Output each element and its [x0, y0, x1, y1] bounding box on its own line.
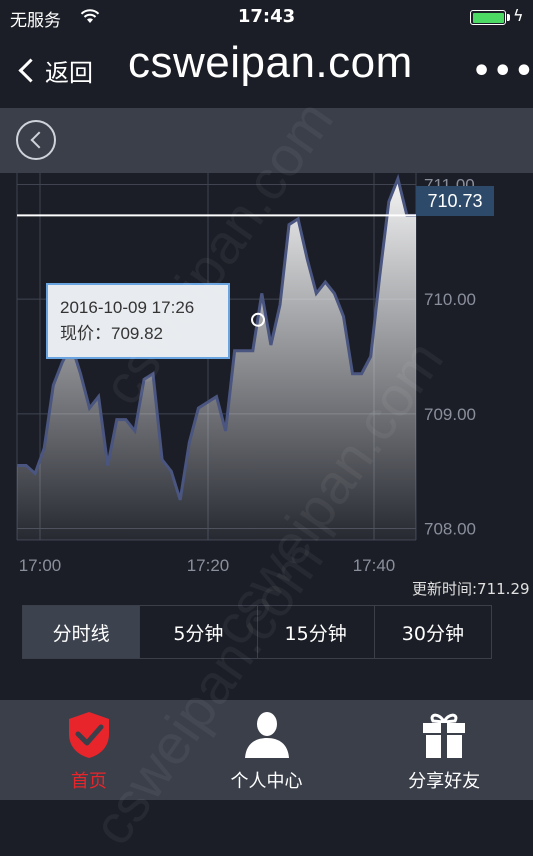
price-tooltip: 2016-10-09 17:26 现价：709.82 — [46, 283, 230, 359]
tabbar-label-profile: 个人中心 — [230, 771, 303, 792]
tab-intraday[interactable]: 分时线 — [23, 606, 141, 658]
status-bar: 无服务 17:43 ϟ — [0, 0, 533, 36]
x-tick-label: 17:20 — [187, 556, 230, 575]
user-icon — [244, 712, 289, 758]
tab-15min[interactable]: 15分钟 — [257, 606, 375, 658]
tabbar-item-share[interactable]: 分享好友 — [355, 700, 533, 800]
charging-icon: ϟ — [513, 6, 524, 25]
chart-toolbar — [0, 108, 533, 173]
update-time: 更新时间:711.29 — [412, 580, 530, 598]
price-line — [17, 173, 416, 501]
tab-5min[interactable]: 5分钟 — [140, 606, 258, 658]
x-tick-label: 17:00 — [19, 556, 62, 575]
chevron-left-icon — [18, 57, 43, 83]
x-tick-label: 17:40 — [353, 556, 396, 575]
circle-back-icon[interactable] — [16, 120, 56, 160]
bottom-tab-bar: 首页 个人中心 分享好友 — [0, 700, 533, 800]
more-button[interactable]: ••• — [472, 54, 533, 89]
price-chart: 711.00 710.00 709.00 708.00 17:00 17:20 17:40 … — [0, 173, 533, 603]
current-price-tag: 710.73 — [416, 186, 494, 216]
wifi-icon — [80, 9, 100, 23]
shield-check-icon — [68, 712, 109, 758]
hover-point — [251, 312, 265, 327]
navigation-bar: 返回 csweipan.com ••• — [0, 36, 533, 106]
tabbar-item-profile[interactable]: 个人中心 — [178, 700, 356, 800]
tabbar-label-home: 首页 — [70, 771, 107, 792]
tooltip-datetime: 2016-10-09 17:26 — [60, 298, 195, 317]
tabbar-item-home[interactable]: 首页 — [0, 700, 178, 800]
tabbar-label-share: 分享好友 — [408, 771, 481, 792]
y-tick-label: 709.00 — [424, 405, 476, 424]
page-title: csweipan.com — [128, 38, 413, 87]
back-button[interactable]: 返回 — [14, 50, 93, 90]
y-tick-label: 710.00 — [424, 290, 476, 309]
tooltip-price: 现价：709.82 — [60, 324, 163, 343]
battery-tip — [507, 14, 510, 21]
tab-30min[interactable]: 30分钟 — [374, 606, 491, 658]
period-tabs: 分时线 5分钟 15分钟 30分钟 — [22, 605, 492, 659]
battery-icon — [470, 10, 506, 25]
status-time: 17:43 — [237, 6, 296, 27]
back-label: 返回 — [45, 58, 93, 87]
price-area — [17, 178, 416, 540]
gift-icon — [423, 713, 466, 758]
y-tick-label: 708.00 — [424, 520, 476, 539]
carrier-label: 无服务 — [10, 11, 61, 31]
